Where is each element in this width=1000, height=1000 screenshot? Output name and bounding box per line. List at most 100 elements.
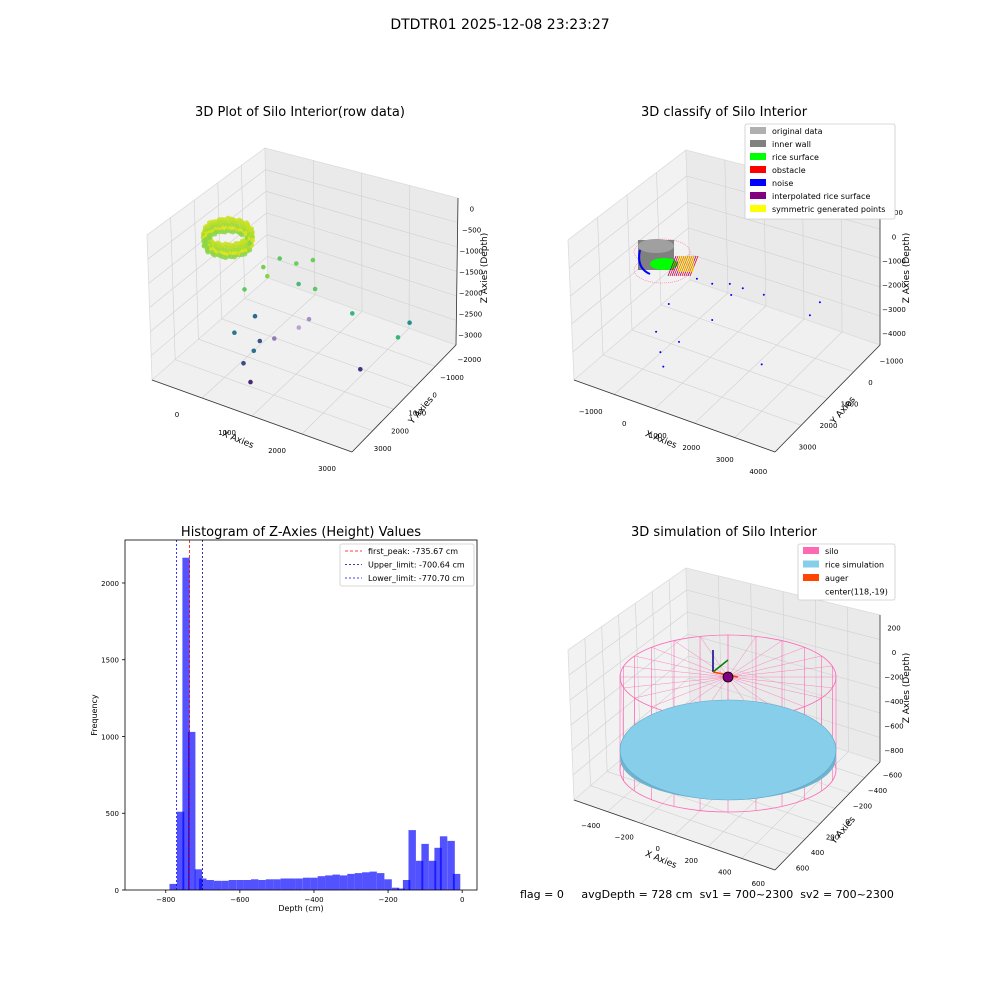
noise-edge xyxy=(638,249,651,275)
obstacle-hatch xyxy=(673,255,683,277)
histogram-bar xyxy=(221,880,229,890)
y-tick-label: −400 xyxy=(868,787,887,795)
z-tick-label: −2000 xyxy=(459,290,483,298)
data-point xyxy=(265,273,270,279)
panel-classify: 3D classify of Silo Interior −1000 0 1000 20… xyxy=(567,105,912,476)
silo-spoke xyxy=(727,665,833,678)
grid-line xyxy=(686,589,881,640)
data-point xyxy=(257,338,263,344)
data-point xyxy=(350,311,355,316)
y-tick-label: 1500 xyxy=(101,657,119,665)
grid-line xyxy=(150,256,268,357)
y-tick-label: 1000 xyxy=(841,401,859,409)
y-axis-label: Y Axies xyxy=(829,815,858,847)
grid-line xyxy=(602,354,802,426)
histogram-bar xyxy=(428,860,437,890)
grid-line xyxy=(265,191,458,248)
legend-label: Upper_limit: -700.64 cm xyxy=(368,561,465,570)
legend-swatch xyxy=(803,560,819,568)
grid-line xyxy=(147,169,266,260)
y-tick-label: 3000 xyxy=(374,445,392,453)
obstacle-hatch xyxy=(689,255,699,277)
silo-spoke xyxy=(651,676,729,707)
histogram-bar xyxy=(228,880,237,890)
obstacle-hatch xyxy=(687,255,697,277)
histogram-bar xyxy=(188,731,196,890)
histogram-bar xyxy=(182,557,190,890)
y-tick-label: 0 xyxy=(115,887,119,895)
silo-spoke xyxy=(634,676,729,699)
grid-line xyxy=(656,172,662,306)
legend-box xyxy=(744,123,896,220)
z-tick-label: −2000 xyxy=(882,282,906,290)
noise-point xyxy=(695,277,698,280)
grid-line xyxy=(221,318,415,389)
grid-line xyxy=(688,227,881,288)
histogram-bar xyxy=(447,840,455,890)
footer-flag: flag = 0 xyxy=(520,888,564,901)
panel-raw-data: 3D Plot of Silo Interior(row data) 0 1000 2… xyxy=(146,105,490,473)
obstacle-hatch xyxy=(667,255,677,277)
data-point xyxy=(358,367,363,372)
raw-point-cluster xyxy=(200,215,256,261)
x-tick-label: 0 xyxy=(656,845,660,853)
y-tick-label: 2000 xyxy=(391,427,409,435)
histogram-bar xyxy=(176,811,185,890)
grid-line xyxy=(689,253,881,317)
histogram-bar xyxy=(339,875,348,890)
y-tick-label: −2000 xyxy=(457,356,481,364)
legend-label: center(118,-19) xyxy=(825,588,888,597)
data-point xyxy=(252,313,258,319)
grid-line xyxy=(590,785,791,855)
y-tick-label: 1000 xyxy=(408,409,426,417)
obstacle-hatch xyxy=(677,255,687,277)
y-tick-label: 600 xyxy=(796,864,809,872)
legend-label: auger xyxy=(825,574,849,583)
histogram-bar xyxy=(243,880,251,890)
grid-line xyxy=(724,159,729,294)
axes-frame xyxy=(124,539,478,891)
x-tick-label: 600 xyxy=(752,880,765,888)
noise-point xyxy=(741,287,744,290)
z-tick-label: −2500 xyxy=(459,311,483,319)
histogram-bar xyxy=(206,880,214,890)
histogram-bar xyxy=(434,847,442,890)
x-tick-label: 0 xyxy=(460,896,464,904)
rice-surface xyxy=(619,699,837,801)
grid-line xyxy=(687,633,881,689)
histogram-bar xyxy=(310,877,318,890)
noise-point xyxy=(711,319,714,321)
data-point xyxy=(277,256,283,261)
classified-silo-cluster xyxy=(633,238,699,284)
histogram-bar xyxy=(295,878,303,890)
legend-label: inner wall xyxy=(772,140,811,149)
noise-point xyxy=(659,351,662,354)
legend-label: noise xyxy=(772,179,793,188)
grid-line xyxy=(569,175,687,269)
y-tick-label: 2000 xyxy=(101,580,119,588)
noise-point xyxy=(667,303,670,305)
x-tick-label: 0 xyxy=(175,411,179,419)
z-axis-label: Z Axies (Depth) xyxy=(902,653,912,724)
x-tick-label: 0 xyxy=(622,420,626,428)
chart-title: Histogram of Z-Axies (Height) Values xyxy=(181,525,421,540)
x-tick-label: −200 xyxy=(615,834,634,842)
histogram-bar xyxy=(288,878,296,890)
rice-surface-points xyxy=(650,258,678,270)
histogram-bar xyxy=(280,878,288,890)
z-tick-label: −500 xyxy=(462,227,481,235)
x-tick-label: 3000 xyxy=(318,465,336,473)
histogram-bar xyxy=(236,880,244,890)
grid-line xyxy=(244,298,436,367)
silo-spoke xyxy=(634,655,729,678)
grid-line xyxy=(607,771,806,840)
silo-spoke xyxy=(727,636,757,678)
obstacle-hatch xyxy=(669,255,679,277)
z-tick-label: −200 xyxy=(884,673,903,681)
x-tick-label: 4000 xyxy=(749,468,767,476)
legend-label: rice surface xyxy=(772,153,819,162)
histogram-bar xyxy=(169,883,177,890)
y-tick-label: −1000 xyxy=(880,358,904,366)
z-tick-label: −800 xyxy=(884,747,903,755)
data-point xyxy=(261,264,266,270)
